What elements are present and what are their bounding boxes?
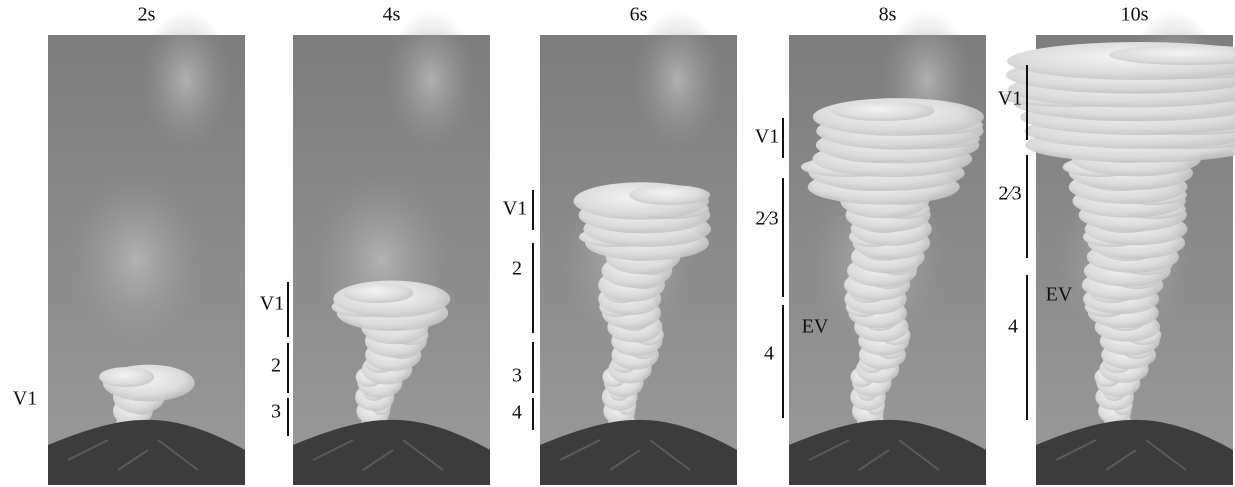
- stage-label: V1: [998, 88, 1022, 110]
- panel-title: 6s: [630, 4, 648, 26]
- stage-label: EV: [1046, 284, 1073, 306]
- panel-title: 4s: [383, 4, 401, 26]
- stage-label: V1: [13, 388, 37, 410]
- plume-puff: [343, 283, 413, 303]
- photo-panel: [48, 10, 245, 485]
- stage-label: V1: [503, 198, 527, 220]
- stage-label: V1: [755, 126, 779, 148]
- haze: [633, 10, 723, 150]
- plume-puff: [629, 185, 710, 205]
- photo-panel: [293, 10, 490, 485]
- plume-puff: [832, 101, 935, 121]
- panel-title: 2s: [138, 4, 156, 26]
- haze: [386, 10, 476, 150]
- stage-label: EV: [802, 316, 829, 338]
- stage-label: 2⁄3: [998, 183, 1021, 205]
- stage-label: 4: [1008, 316, 1018, 338]
- panel-title: 8s: [879, 4, 897, 26]
- stage-label: 2⁄3: [755, 208, 778, 230]
- stage-label: 2: [271, 355, 281, 377]
- stage-label: 2: [512, 258, 522, 280]
- plume-puff: [99, 367, 154, 387]
- photo-panel: [789, 10, 986, 485]
- stage-label: 3: [271, 401, 281, 423]
- panel-title: 10s: [1121, 4, 1149, 26]
- photo-panel: [540, 10, 737, 485]
- stage-label: 4: [512, 402, 522, 424]
- figure: 2s V1 4s V1 2 3 6s V1 2 3 4 8s V1 2⁄3 4 EV 10s V1 2⁄3 4 EV: [0, 0, 1235, 487]
- stage-label: V1: [260, 293, 284, 315]
- photo-panel: [1001, 10, 1235, 485]
- stage-label: 3: [512, 365, 522, 387]
- stage-label: 4: [764, 343, 774, 365]
- haze: [141, 10, 231, 150]
- haze: [67, 170, 207, 350]
